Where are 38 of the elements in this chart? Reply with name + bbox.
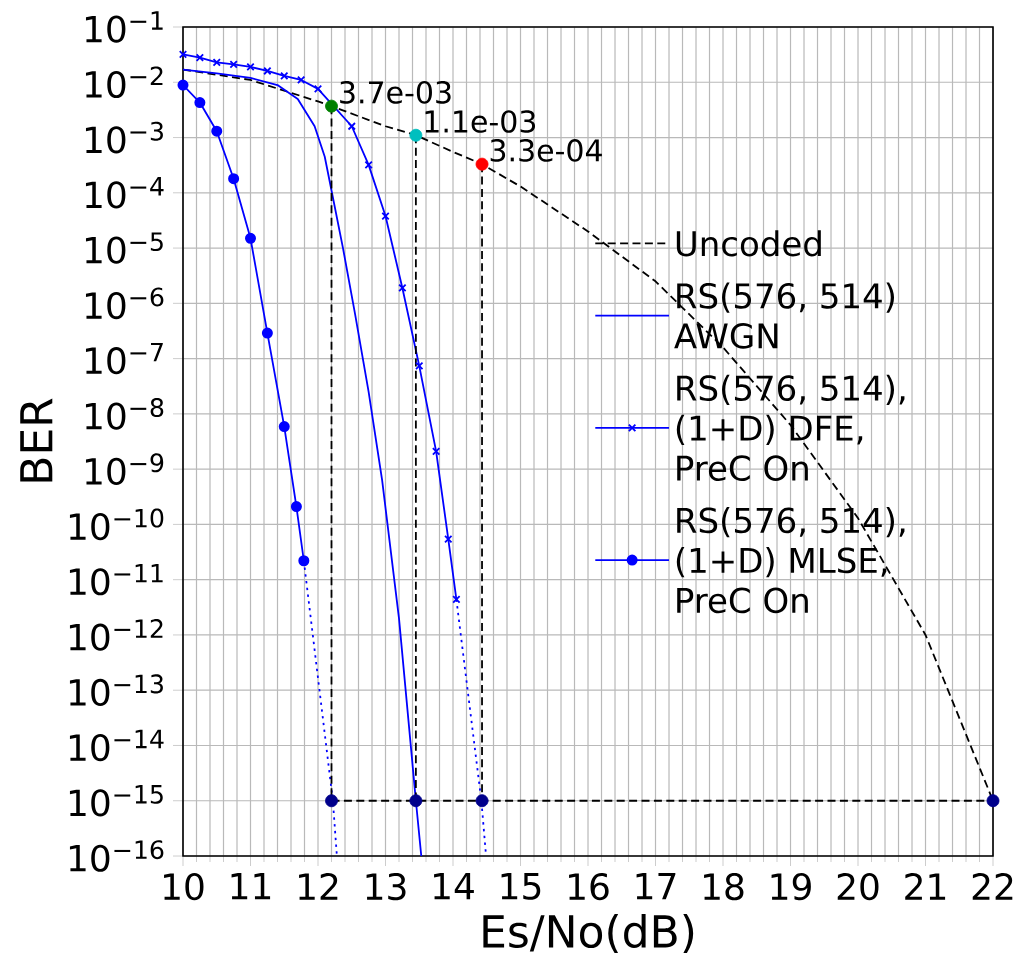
x-tick-label: 16 — [569, 873, 609, 901]
y-tick-label: 10$^{−10}$ — [69, 508, 164, 541]
y-tick-label: 10$^{−13}$ — [69, 674, 163, 707]
x-tick-label: 22 — [972, 873, 1013, 900]
y-tick-label: 10$^{−8}$ — [85, 398, 164, 430]
legend-label: RS(576, 514) AWGN — [674, 282, 895, 349]
y-tick-label: 10$^{−5}$ — [85, 232, 163, 264]
x-tick-label: 14 — [434, 873, 474, 900]
y-tick-label: 10$^{−9}$ — [85, 453, 164, 485]
legend-label: Uncoded — [676, 230, 821, 257]
legend-label: RS(576, 514), (1+D) DFE, PreC On — [676, 374, 905, 481]
x-tick-label: 15 — [501, 873, 541, 900]
annotation: 3.3e-04 — [490, 139, 602, 162]
y-axis-title: BER — [20, 398, 53, 482]
y-tick-label: 10$^{−15}$ — [69, 785, 163, 817]
y-tick-label: 10$^{−4}$ — [85, 177, 164, 209]
y-tick-label: 10$^{−7}$ — [85, 342, 163, 375]
y-tick-label: 10$^{−16}$ — [69, 840, 164, 872]
x-tick-label: 18 — [704, 873, 744, 901]
y-tick-label: 10$^{−11}$ — [69, 563, 163, 596]
y-tick-label: 10$^{−3}$ — [85, 121, 163, 154]
x-tick-label: 19 — [771, 873, 811, 901]
annotation: 1.1e-03 — [425, 110, 536, 133]
y-tick-label: 10$^{−6}$ — [85, 287, 164, 320]
x-tick-label: 13 — [366, 873, 406, 901]
x-tick-label: 21 — [905, 873, 946, 900]
legend-label: RS(576, 514), (1+D) MLSE, PreC On — [676, 506, 905, 614]
x-axis-title: Es/No(dB) — [483, 913, 694, 953]
x-tick-label: 17 — [636, 873, 676, 900]
y-tick-label: 10$^{−2}$ — [85, 66, 163, 99]
y-tick-label: 10$^{−1}$ — [85, 11, 163, 43]
x-tick-label: 20 — [837, 873, 879, 901]
y-tick-label: 10$^{−14}$ — [69, 729, 164, 762]
y-tick-label: 10$^{−12}$ — [69, 619, 163, 651]
x-tick-label: 10 — [164, 873, 204, 901]
annotation: 3.7e-03 — [340, 81, 451, 104]
x-tick-label: 11 — [231, 873, 271, 900]
x-tick-label: 12 — [299, 873, 338, 900]
